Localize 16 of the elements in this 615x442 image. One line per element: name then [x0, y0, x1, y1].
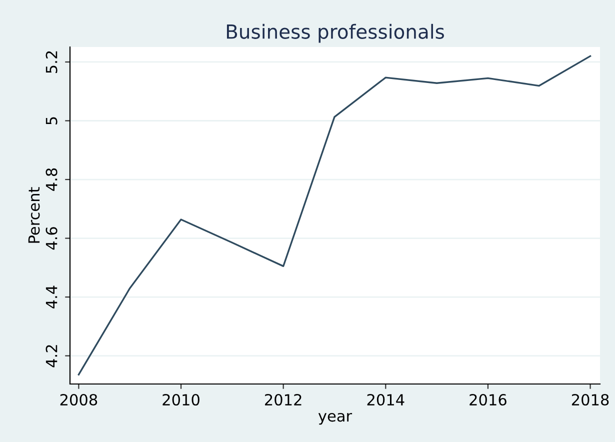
y-tick-label: 4.2 [46, 345, 58, 368]
y-tick-label: 5.2 [46, 51, 58, 73]
x-tick-label: 2016 [470, 394, 506, 406]
x-tick-label: 2010 [162, 394, 200, 406]
x-tick-label: 2008 [60, 394, 98, 406]
x-tick-label: 2012 [265, 394, 302, 406]
chart-title: Business professionals [226, 24, 444, 43]
x-axis-title: year [318, 412, 352, 425]
x-tick-label: 2014 [367, 394, 404, 406]
y-tick-label: 4.8 [46, 168, 58, 191]
line-series [78, 55, 592, 376]
y-axis-title: Percent [28, 187, 40, 243]
y-tick-label: 4.6 [46, 227, 58, 250]
y-tick-label: 4.4 [46, 286, 58, 308]
y-tick-label: 5 [46, 117, 58, 124]
x-tick-label: 2018 [572, 394, 609, 406]
